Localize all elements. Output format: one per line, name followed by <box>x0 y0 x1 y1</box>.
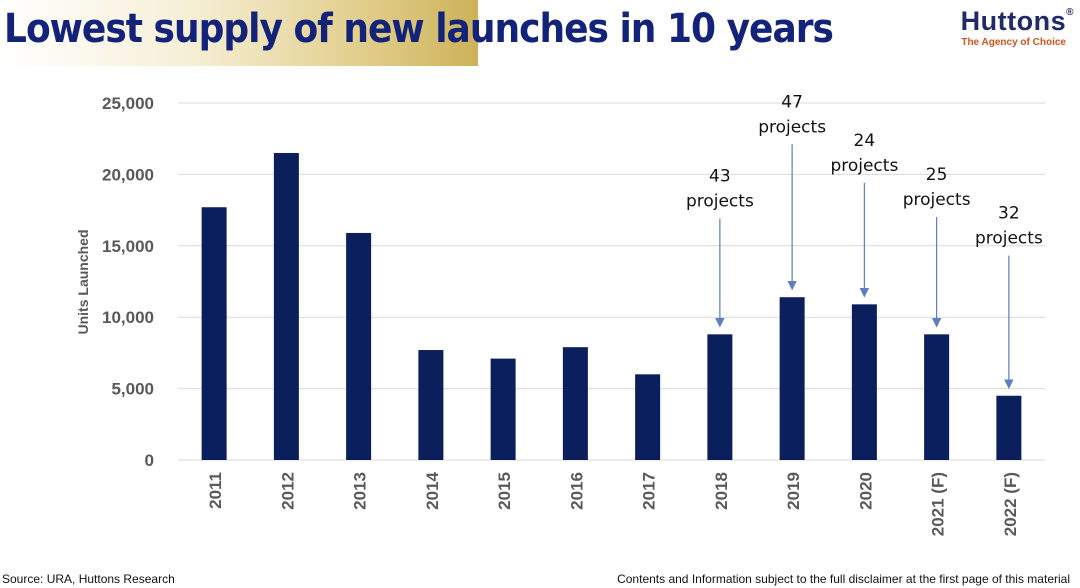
project-count-annotation: 24 projects <box>830 131 898 176</box>
bar <box>924 334 950 460</box>
logo-tagline: The Agency of Choice <box>961 37 1066 48</box>
x-tick-label: 2015 <box>495 472 514 510</box>
bar <box>418 350 444 460</box>
x-tick-label: 2012 <box>278 472 297 510</box>
y-axis-title: Units Launched <box>75 229 91 334</box>
bar <box>635 374 661 460</box>
bar <box>490 358 516 460</box>
bar <box>346 232 372 460</box>
y-tick-label: 0 <box>145 451 154 470</box>
bar <box>707 334 733 460</box>
bar <box>201 207 227 460</box>
x-tick-label: 2020 <box>856 472 875 510</box>
bar <box>996 395 1022 460</box>
huttons-logo: Huttons® The Agency of Choice <box>961 8 1074 49</box>
x-tick-label: 2021 (F) <box>929 472 948 536</box>
y-tick-label: 10,000 <box>102 308 154 327</box>
y-tick-label: 25,000 <box>102 94 154 113</box>
x-tick-label: 2017 <box>640 472 659 510</box>
bar <box>562 347 588 460</box>
y-tick-label: 15,000 <box>102 237 154 256</box>
x-tick-label: 2018 <box>712 472 731 510</box>
x-tick-label: 2011 <box>206 472 225 509</box>
project-count-annotation: 25 projects <box>903 165 971 210</box>
page-title: Lowest supply of new launches in 10 year… <box>4 6 834 52</box>
x-tick-label: 2019 <box>784 472 803 510</box>
x-tick-label: 2022 (F) <box>1001 472 1020 536</box>
source-note: Source: URA, Huttons Research <box>2 572 175 586</box>
bar <box>779 297 805 460</box>
logo-wordmark: Huttons <box>960 6 1067 36</box>
registered-mark: ® <box>1066 7 1074 18</box>
x-tick-label: 2014 <box>423 471 442 509</box>
project-count-annotation: 32 projects <box>975 204 1043 249</box>
y-tick-label: 20,000 <box>102 165 154 184</box>
x-tick-label: 2016 <box>567 472 586 510</box>
disclaimer-note: Contents and Information subject to the … <box>617 572 1070 586</box>
logo-name: Huttons® <box>961 8 1074 35</box>
y-tick-label: 5,000 <box>111 380 154 399</box>
title-banner <box>0 0 478 66</box>
project-count-annotation: 43 projects <box>686 167 754 212</box>
project-count-annotation: 47 projects <box>758 92 826 137</box>
bar <box>851 304 877 460</box>
x-tick-label: 2013 <box>351 472 370 510</box>
bar <box>273 152 299 461</box>
